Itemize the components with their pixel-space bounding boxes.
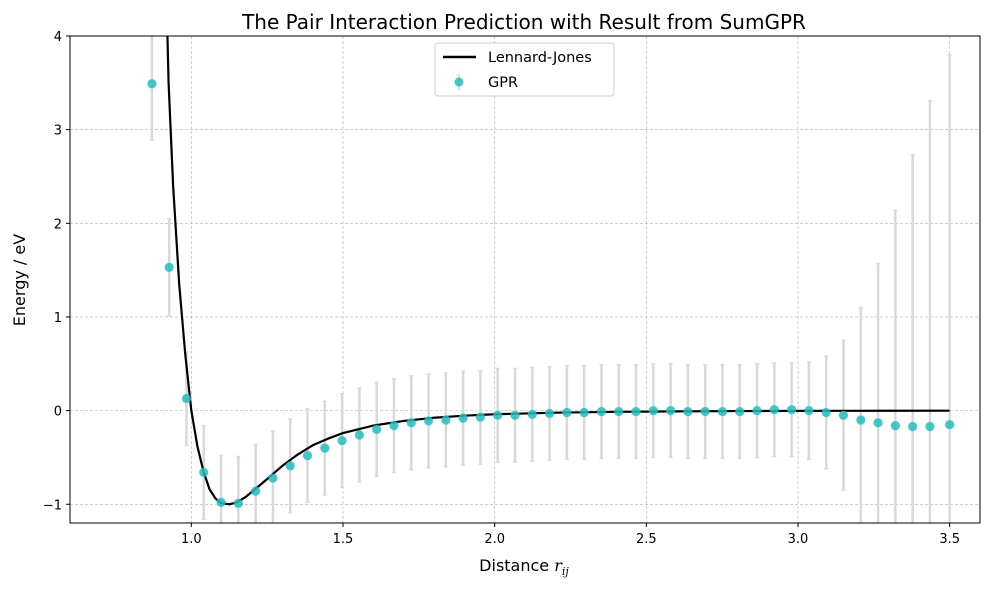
gpr-point <box>925 421 935 432</box>
gpr-point <box>631 406 641 417</box>
gpr-point <box>769 405 779 415</box>
gpr-point <box>285 461 295 471</box>
gpr-point <box>873 418 883 428</box>
x-tick-label: 3.0 <box>788 532 809 547</box>
x-tick-label: 2.0 <box>484 532 505 547</box>
gpr-point <box>510 410 520 420</box>
gpr-point <box>945 420 955 430</box>
x-tick-label: 2.5 <box>636 532 657 547</box>
gpr-point <box>666 406 676 416</box>
gpr-point <box>856 415 866 425</box>
y-tick-label: 2 <box>54 217 62 232</box>
gpr-point <box>268 473 278 483</box>
x-tick-label: 3.5 <box>939 532 960 547</box>
gpr-point <box>527 409 537 419</box>
gpr-point <box>372 424 382 434</box>
gpr-point <box>475 412 486 422</box>
gpr-point <box>320 443 330 453</box>
legend-point-swatch <box>454 77 464 87</box>
gpr-point <box>199 467 209 478</box>
gpr-point <box>787 405 797 415</box>
gpr-point <box>441 415 451 425</box>
gpr-point <box>337 435 347 446</box>
gpr-point <box>596 406 607 417</box>
y-tick-label: −1 <box>43 498 62 513</box>
gpr-point <box>302 450 313 461</box>
gpr-point <box>752 406 762 416</box>
legend-label-lennard-jones: Lennard-Jones <box>488 50 592 66</box>
gpr-point <box>821 407 831 418</box>
gpr-point <box>233 498 243 508</box>
gpr-point <box>406 418 416 428</box>
gpr-point <box>147 79 157 89</box>
x-axis-label: Distance rij <box>479 556 569 578</box>
legend-label-gpr: GPR <box>488 75 518 91</box>
gpr-point <box>908 421 918 432</box>
y-tick-label: 3 <box>54 124 62 139</box>
x-axis-label-subscript: ij <box>562 565 570 578</box>
y-tick-label: 0 <box>54 405 62 420</box>
gpr-point <box>890 421 900 431</box>
y-tick-label: 4 <box>54 30 62 45</box>
gpr-point <box>614 406 624 417</box>
grid <box>70 35 980 523</box>
y-tick-label: 1 <box>54 311 62 326</box>
y-axis-label: Energy / eV <box>10 234 29 326</box>
gpr-point <box>493 410 503 420</box>
gpr-point <box>216 497 226 507</box>
x-tick-label: 1.5 <box>333 532 354 547</box>
gpr-point <box>423 416 434 426</box>
gpr-point <box>354 430 364 440</box>
legend-box <box>434 42 615 97</box>
gpr-point <box>251 486 261 496</box>
gpr-point <box>700 406 710 417</box>
legend: Lennard-Jones GPR <box>434 42 615 97</box>
gpr-point <box>804 406 814 416</box>
plot-frame <box>69 35 981 524</box>
gpr-point <box>562 407 572 418</box>
gpr-point <box>683 406 693 417</box>
gpr-point <box>458 413 468 423</box>
x-tick-label: 1.0 <box>181 532 202 547</box>
gpr-point <box>648 406 658 416</box>
x-axis-label-text: Distance <box>479 556 549 575</box>
gpr-point <box>735 406 745 417</box>
gpr-point <box>579 407 589 418</box>
gpr-point <box>164 262 174 272</box>
gpr-point <box>717 406 728 417</box>
gpr-point <box>389 421 399 431</box>
gpr-point <box>838 410 849 420</box>
gpr-point <box>544 408 555 419</box>
chart-title: The Pair Interaction Prediction with Res… <box>241 10 806 34</box>
x-axis-label-symbol: r <box>554 556 563 575</box>
x-axis: 1.0 1.5 2.0 2.5 3.0 3.5 <box>181 523 960 547</box>
y-axis: −1 0 1 2 3 4 <box>43 30 70 513</box>
gpr-point <box>181 393 192 404</box>
gpr-points <box>147 79 955 508</box>
